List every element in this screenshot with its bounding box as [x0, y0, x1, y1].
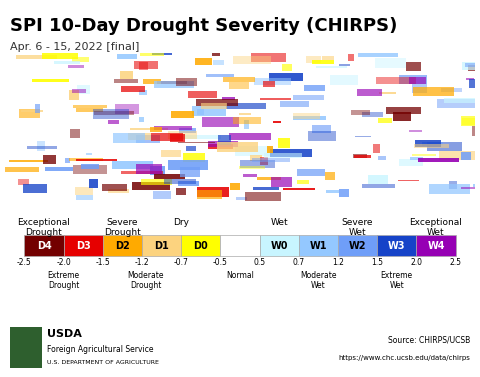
Text: U.S. DEPARTMENT OF AGRICULTURE: U.S. DEPARTMENT OF AGRICULTURE	[47, 360, 159, 365]
Text: 0.5: 0.5	[253, 257, 265, 267]
Bar	[63, 234, 103, 256]
Text: D2: D2	[115, 241, 130, 251]
Text: 2.5: 2.5	[450, 257, 462, 267]
Text: -0.7: -0.7	[174, 257, 189, 267]
Text: 0.7: 0.7	[293, 257, 305, 267]
Text: Severe
Drought: Severe Drought	[104, 218, 141, 237]
Text: D4: D4	[36, 241, 51, 251]
Text: Wet: Wet	[270, 218, 288, 227]
Text: -2.5: -2.5	[17, 257, 32, 267]
Text: USDA: USDA	[47, 329, 82, 339]
Text: D3: D3	[76, 241, 91, 251]
Bar	[103, 234, 142, 256]
Bar	[181, 234, 220, 256]
Text: W0: W0	[270, 241, 288, 251]
Text: -1.5: -1.5	[96, 257, 110, 267]
Bar	[10, 327, 42, 368]
Bar	[24, 234, 63, 256]
Text: 1.2: 1.2	[332, 257, 344, 267]
Text: https://www.chc.ucsb.edu/data/chirps: https://www.chc.ucsb.edu/data/chirps	[338, 355, 470, 361]
Text: Severe
Wet: Severe Wet	[342, 218, 373, 237]
Bar	[416, 234, 456, 256]
Bar	[299, 234, 338, 256]
Text: Apr. 6 - 15, 2022 [final]: Apr. 6 - 15, 2022 [final]	[10, 41, 139, 52]
Text: Normal: Normal	[226, 271, 254, 280]
Bar	[338, 234, 377, 256]
Text: W4: W4	[427, 241, 445, 251]
Text: Extreme
Drought: Extreme Drought	[48, 271, 80, 290]
Text: Source: CHIRPS/UCSB: Source: CHIRPS/UCSB	[388, 335, 470, 344]
Text: W2: W2	[349, 241, 366, 251]
Text: SPI 10-Day Drought Severity (CHIRPS): SPI 10-Day Drought Severity (CHIRPS)	[10, 17, 397, 35]
Text: W3: W3	[388, 241, 406, 251]
Text: Foreign Agricultural Service: Foreign Agricultural Service	[47, 345, 154, 354]
Text: Moderate
Wet: Moderate Wet	[300, 271, 336, 290]
Text: Exceptional
Drought: Exceptional Drought	[18, 218, 71, 237]
Text: Extreme
Wet: Extreme Wet	[381, 271, 413, 290]
Text: -1.2: -1.2	[135, 257, 149, 267]
Text: -0.5: -0.5	[213, 257, 228, 267]
Bar	[260, 234, 299, 256]
Text: D0: D0	[193, 241, 208, 251]
Text: W1: W1	[310, 241, 327, 251]
Text: -2.0: -2.0	[56, 257, 71, 267]
Bar	[220, 234, 260, 256]
Text: D1: D1	[154, 241, 169, 251]
Text: 2.0: 2.0	[410, 257, 422, 267]
Text: Dry: Dry	[173, 218, 189, 227]
Text: 1.5: 1.5	[371, 257, 383, 267]
Text: Exceptional
Wet: Exceptional Wet	[409, 218, 462, 237]
Text: Moderate
Drought: Moderate Drought	[128, 271, 164, 290]
Bar	[142, 234, 181, 256]
Bar	[377, 234, 416, 256]
